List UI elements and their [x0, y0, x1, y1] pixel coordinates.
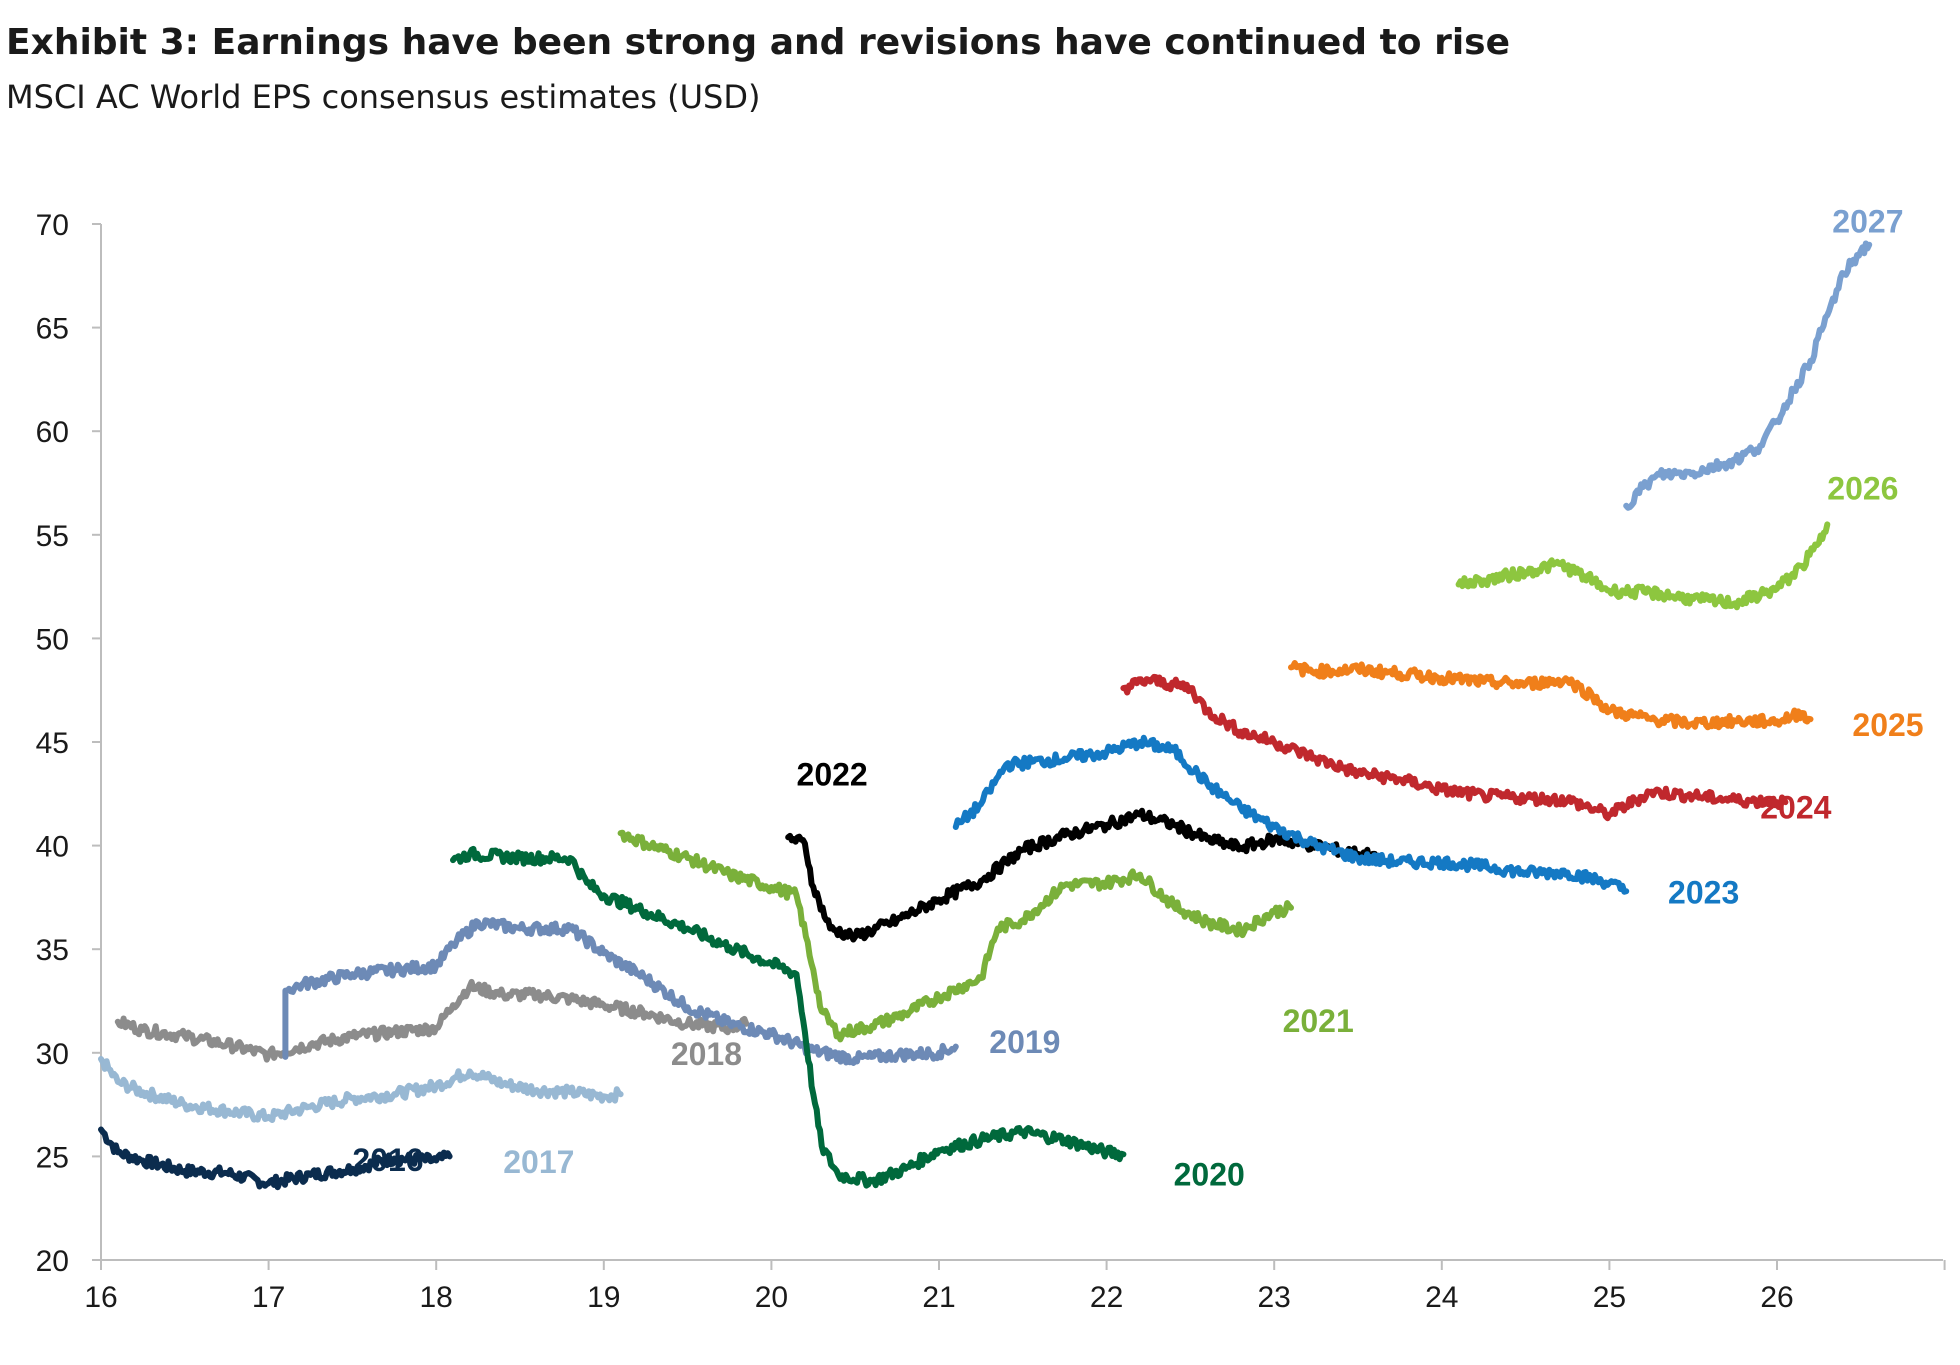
- series-lines: [98, 240, 1873, 1191]
- x-tick-label: 25: [1593, 1281, 1626, 1314]
- y-tick-label: 40: [36, 831, 69, 864]
- series-label-2016: 2016: [352, 1142, 423, 1178]
- series-label-2017: 2017: [503, 1144, 574, 1180]
- chart-title: Exhibit 3: Earnings have been strong and…: [6, 22, 1511, 63]
- series-label-2020: 2020: [1174, 1156, 1245, 1192]
- series-labels: 2016 2017 2018 2019 2020 2021 2022 2023 2024 2025…: [352, 203, 1923, 1192]
- series-label-2018: 2018: [671, 1036, 742, 1072]
- x-tick-label: 23: [1258, 1281, 1291, 1314]
- y-tick-label: 25: [36, 1141, 69, 1174]
- chart-subtitle: MSCI AC World EPS consensus estimates (U…: [6, 78, 761, 116]
- y-tick-label: 45: [36, 727, 69, 760]
- series-label-2019: 2019: [989, 1024, 1060, 1060]
- series-line-2024: [1120, 673, 1789, 822]
- series-label-2026: 2026: [1827, 471, 1898, 507]
- series-label-2025: 2025: [1852, 707, 1923, 743]
- series-line-2018: [114, 978, 750, 1063]
- y-tick-label: 20: [36, 1245, 69, 1278]
- x-tick-label: 21: [922, 1281, 955, 1314]
- series-label-2022: 2022: [797, 757, 868, 793]
- series-line-2020: [450, 845, 1127, 1189]
- series-line-2026: [1455, 521, 1831, 611]
- y-tick-label: 60: [36, 416, 69, 449]
- series-line-2022: [785, 807, 1378, 943]
- x-tick-label: 24: [1425, 1281, 1458, 1314]
- y-tick-label: 55: [36, 520, 69, 553]
- series-line-2019: [282, 917, 959, 1066]
- y-tick-label: 50: [36, 623, 69, 656]
- x-tick-label: 26: [1760, 1281, 1793, 1314]
- series-line-2017: [98, 1056, 624, 1123]
- y-tick-label: 70: [36, 209, 69, 242]
- series-label-2021: 2021: [1283, 1003, 1354, 1039]
- series-line-2016: [98, 1126, 453, 1191]
- series-label-2027: 2027: [1832, 203, 1903, 239]
- y-tick-label: 30: [36, 1038, 69, 1071]
- x-tick-label: 16: [84, 1281, 117, 1314]
- y-tick-label: 65: [36, 313, 69, 346]
- series-label-2023: 2023: [1668, 875, 1739, 911]
- series-line-2021: [617, 829, 1294, 1043]
- x-tick-label: 20: [755, 1281, 788, 1314]
- x-tick-label: 17: [252, 1281, 285, 1314]
- series-line-2023: [952, 734, 1630, 895]
- x-tick-label: 19: [587, 1281, 620, 1314]
- series-line-2027: [1623, 240, 1873, 511]
- series-label-2024: 2024: [1760, 790, 1831, 826]
- x-tick-label: 18: [420, 1281, 453, 1314]
- y-tick-label: 35: [36, 934, 69, 967]
- series-line-2025: [1288, 660, 1814, 731]
- x-tick-label: 22: [1090, 1281, 1123, 1314]
